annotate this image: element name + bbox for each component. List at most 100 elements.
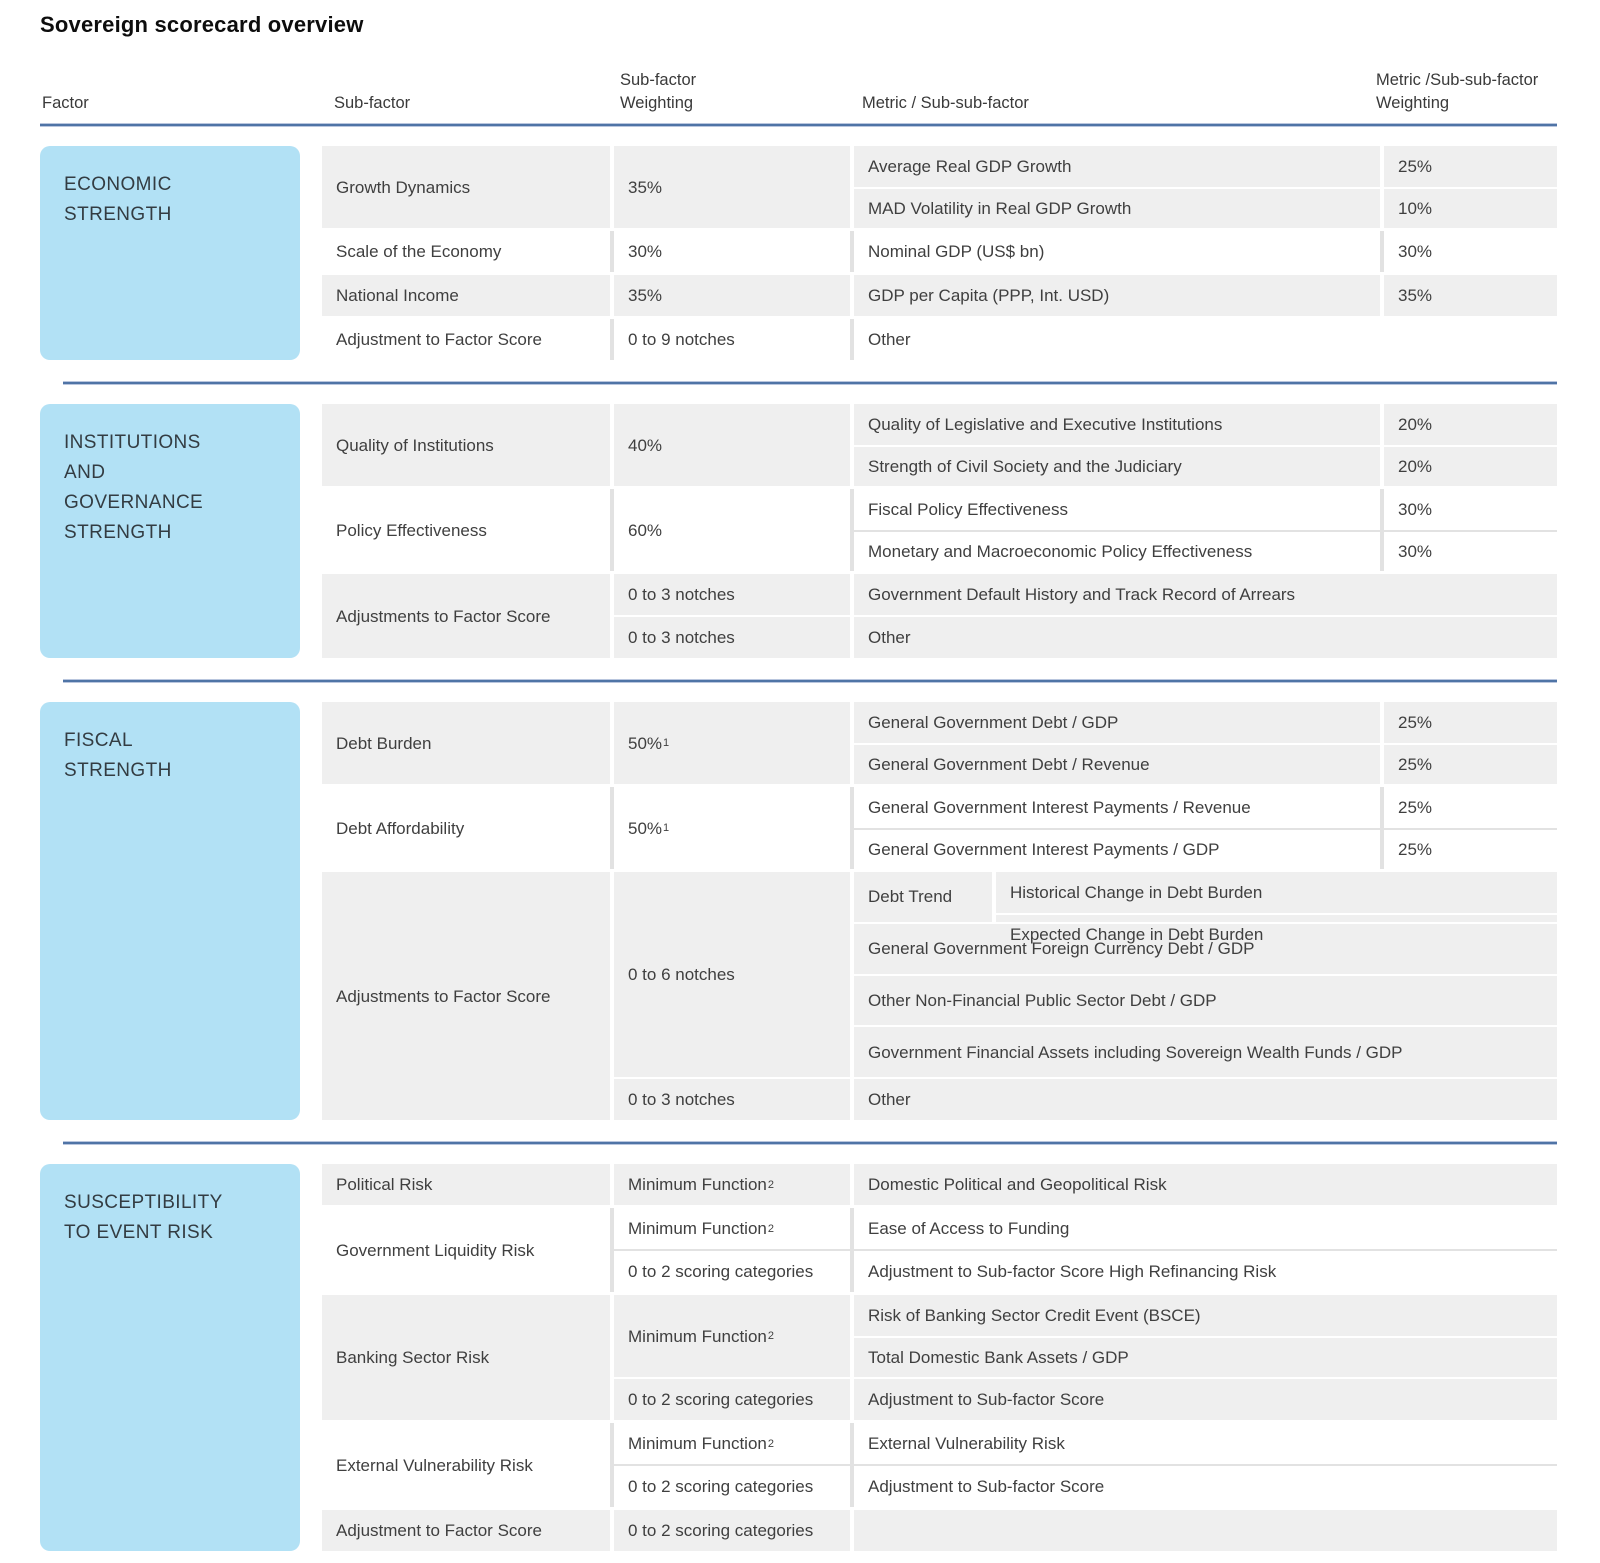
subfactor-weighting-cell: 0 to 3 notches [610,617,850,658]
subfactor-group: Political Risk Minimum Function 2 Domestic … [322,1164,1557,1205]
metric-row: Other [854,617,1557,658]
weighting-rows: 35% Average Real GDP Growth 25% MAD Volatil… [610,146,1557,228]
metric-row: Adjustment to Sub-factor Score [854,1466,1557,1507]
subfactor-group: Quality of Institutions 40% Quality of Leg… [322,404,1557,486]
metric-row: Quality of Legislative and Executive Ins… [854,404,1557,445]
subfactor-group: Adjustments to Factor Score 0 to 6 notche… [322,872,1557,1120]
metric-row: Other [854,319,1557,360]
subfactor-weighting-cell: 0 to 2 scoring categories [610,1251,850,1292]
weighting-row: 0 to 2 scoring categories Adjustment to S… [610,1464,1557,1507]
weighting-rows: 35% GDP per Capita (PPP, Int. USD) 35% [610,275,1557,316]
subfactor-cell: Banking Sector Risk [336,1348,490,1367]
metric-cell [854,1510,1557,1551]
metric-rows: Nominal GDP (US$ bn) 30% [850,231,1557,272]
subfactor-group: Government Liquidity Risk Minimum Functio… [322,1208,1557,1292]
metric-weight-cell: 30% [1380,231,1557,272]
metric-row: Fiscal Policy Effectiveness 30% [854,489,1557,530]
section-divider [63,1142,1557,1144]
metric-weight-cell: 20% [1380,404,1557,445]
metric-rows: Domestic Political and Geopolitical Risk [850,1164,1557,1205]
metric-cell: Total Domestic Bank Assets / GDP [868,1348,1129,1367]
metric-cell: Quality of Legislative and Executive Ins… [868,415,1223,434]
metric-rows: Adjustment to Sub-factor Score High Refi… [850,1251,1557,1292]
weighting-row: 35% GDP per Capita (PPP, Int. USD) 35% [610,275,1557,316]
subfactor-cell: Adjustment to Factor Score [336,330,542,349]
metric-rows: Other [850,319,1557,360]
metric-row: General Government Debt / GDP 25% [854,702,1557,743]
subfactor-cell: Government Liquidity Risk [336,1240,535,1260]
subfactor-groups: Quality of Institutions 40% Quality of Leg… [322,404,1557,658]
metric-row: Other [854,1079,1557,1120]
weighting-row: 35% Average Real GDP Growth 25% MAD Volatil… [610,146,1557,228]
metric-rows: General Government Debt / GDP 25% General … [850,702,1557,784]
subfactor-weighting-cell: Minimum Function 2 [610,1295,850,1377]
subfactor-groups: Debt Burden 50% 1 General Government Debt /… [322,702,1557,1120]
header-rule [40,124,1557,126]
metric-rows: External Vulnerability Risk [850,1423,1557,1464]
metric-cell: Risk of Banking Sector Credit Event (BSC… [868,1306,1201,1325]
nested-group-label: Debt Trend [868,887,953,907]
metric-cell: General Government Interest Payments / R… [868,798,1251,817]
subfactor-cell: Policy Effectiveness [336,520,487,540]
metric-cell: General Government Foreign Currency Debt… [868,939,1255,959]
metric-row: Nominal GDP (US$ bn) 30% [854,231,1557,272]
subfactor-group: Banking Sector Risk Minimum Function 2 Risk… [322,1295,1557,1420]
metric-weight-cell: 25% [1380,787,1557,828]
metric-rows: Other [850,1079,1557,1120]
subfactor-weighting-cell: 0 to 2 scoring categories [610,1466,850,1507]
subfactor-weighting-cell: 40% [610,404,850,486]
metric-cell: MAD Volatility in Real GDP Growth [868,199,1132,218]
metric-row: External Vulnerability Risk [854,1423,1557,1464]
subfactor-cell: Adjustment to Factor Score [336,1521,542,1540]
weighting-row: 0 to 3 notches Other [610,1077,1557,1120]
subfactor-cell: External Vulnerability Risk [336,1455,533,1475]
metric-cell: Adjustment to Sub-factor Score High Refi… [868,1262,1277,1281]
metric-row: Debt Trend Historical Change in Debt Burd… [854,872,1557,944]
weighting-row: 60% Fiscal Policy Effectiveness 30% Monetar… [610,489,1557,571]
subfactor-cell: Adjustments to Factor Score [336,986,551,1006]
weighting-row: 0 to 3 notches Other [610,615,1557,658]
weighting-rows: 50% 1 General Government Debt / GDP 25% Gene… [610,702,1557,784]
factor-section: FISCAL STRENGTH Debt Burden 50% 1 General Go… [40,702,1557,1120]
weighting-rows: Minimum Function 2 Risk of Banking Sector … [610,1295,1557,1420]
weighting-rows: 40% Quality of Legislative and Executive … [610,404,1557,486]
metric-row: Ease of Access to Funding [854,1208,1557,1249]
factor-section: ECONOMIC STRENGTH Growth Dynamics 35% Avera… [40,146,1557,360]
subfactor-groups: Growth Dynamics 35% Average Real GDP Growt… [322,146,1557,360]
weighting-row: Minimum Function 2 Ease of Access to Fundi… [610,1208,1557,1249]
metric-rows: Quality of Legislative and Executive Ins… [850,404,1557,486]
metric-weight-cell: 20% [1380,447,1557,486]
subfactor-cell: Debt Burden [336,733,432,753]
subfactor-group: Adjustments to Factor Score 0 to 3 notche… [322,574,1557,658]
subfactor-group: Adjustment to Factor Score 0 to 2 scoring… [322,1510,1557,1551]
subfactor-weighting-cell: 0 to 2 scoring categories [610,1510,850,1551]
nested-metric-cell: Expected Change in Debt Burden [996,913,1557,954]
metric-row: Adjustment to Sub-factor Score High Refi… [854,1251,1557,1292]
table-header: Factor Sub-factor Sub-factor Weighting M… [40,38,1557,124]
subfactor-group: Growth Dynamics 35% Average Real GDP Growt… [322,146,1557,228]
metric-rows: Average Real GDP Growth 25% MAD Volatility… [850,146,1557,228]
section-divider [63,382,1557,384]
subfactor-cell: Quality of Institutions [336,435,494,455]
weighting-rows: 50% 1 General Government Interest Payments… [610,787,1557,869]
metric-rows: Fiscal Policy Effectiveness 30% Monetary a… [850,489,1557,571]
metric-cell: Other Non-Financial Public Sector Debt /… [868,990,1217,1010]
metric-cell: General Government Interest Payments / G… [868,840,1220,859]
metric-row: General Government Interest Payments / G… [854,828,1557,869]
metric-rows: Adjustment to Sub-factor Score [850,1379,1557,1420]
metric-cell: Government Financial Assets including So… [868,1042,1403,1062]
weighting-row: 0 to 2 scoring categories Adjustment to S… [610,1249,1557,1292]
metric-rows: Government Default History and Track Rec… [850,574,1557,615]
subfactor-weighting-cell: 0 to 2 scoring categories [610,1379,850,1420]
weighting-row: 0 to 6 notches Debt Trend Historical Chang… [610,872,1557,1077]
metric-weight-cell: 25% [1380,745,1557,784]
weighting-row: Minimum Function 2 Risk of Banking Sector … [610,1295,1557,1377]
factor-section: SUSCEPTIBILITY TO EVENT RISK Political Ri… [40,1164,1557,1551]
page-title: Sovereign scorecard overview [40,12,364,37]
metric-rows: Debt Trend Historical Change in Debt Burd… [850,872,1557,1077]
metric-weight-cell: 35% [1380,275,1557,316]
subfactor-cell: Scale of the Economy [336,242,502,261]
metric-cell: Adjustment to Sub-factor Score [868,1477,1105,1496]
metric-row: Average Real GDP Growth 25% [854,146,1557,187]
metric-cell: External Vulnerability Risk [868,1434,1065,1453]
